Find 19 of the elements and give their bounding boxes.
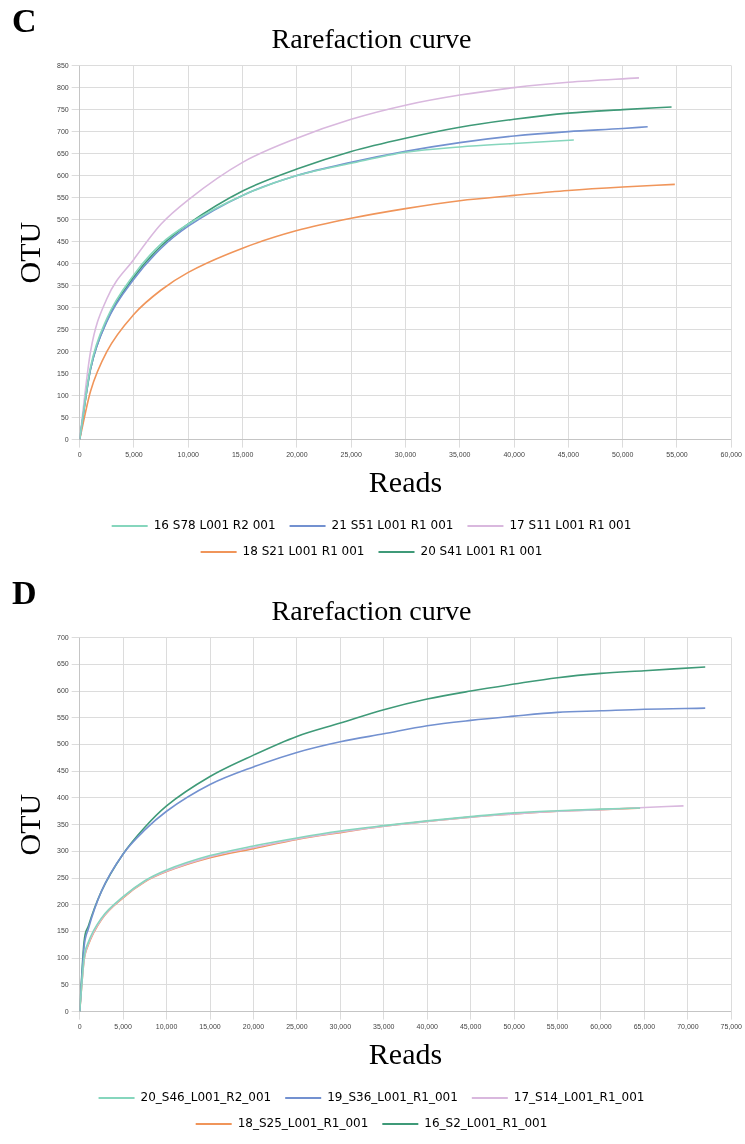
legend-label: 18_S25_L001_R1_001 — [237, 1116, 369, 1131]
x-axis-title: Reads — [368, 1036, 443, 1070]
legend-label: 17 S11 L001 R1 001 — [509, 518, 632, 533]
legend-label: 19_S36_L001_R1_001 — [327, 1090, 458, 1105]
legend-label: 20 S41 L001 R1 001 — [420, 544, 543, 559]
text: D — [12, 574, 37, 612]
chart-title: Rarefaction curve — [271, 23, 472, 55]
legend-label: 20_S46_L001_R2_001 — [140, 1090, 272, 1105]
legend-label: 21 S51 L001 R1 001 — [331, 518, 454, 533]
line-series — [79, 139, 575, 440]
chart-title: Rarefaction curve — [271, 595, 472, 627]
text: C — [12, 2, 37, 40]
x-axis-title: Reads — [368, 464, 443, 498]
legend-label: 17_S14_L001_R1_001 — [513, 1090, 645, 1105]
legend-label: 18 S21 L001 R1 001 — [242, 544, 365, 559]
legend-label: 16 S78 L001 R2 001 — [153, 518, 276, 533]
y-axis-title: OTU — [12, 793, 46, 856]
y-axis-title: OTU — [12, 221, 46, 284]
legend-label: 16_S2_L001_R1_001 — [424, 1116, 548, 1131]
